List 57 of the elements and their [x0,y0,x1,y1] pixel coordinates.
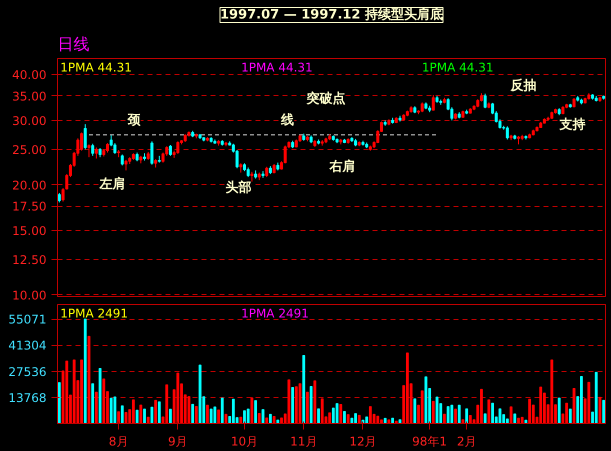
candlestick [124,159,128,171]
annotation: 1PMA 44.31 [241,60,313,74]
annotation: 反抽 [509,77,536,94]
candlestick [272,164,276,174]
candlestick [506,126,509,140]
candlestick [239,162,242,174]
y-tick-label: 10.00 [12,288,47,302]
y-tick-label: 25.00 [12,142,47,157]
candlestick [168,144,172,156]
candlestick [91,143,94,156]
candlestick [94,146,98,160]
chart-title: 1997.07 — 1997.12 持续型头肩底 [220,6,443,22]
candlestick [84,124,87,150]
candlestick [113,142,116,154]
candlestick [484,93,487,109]
annotation: 支持 [558,118,586,133]
candlestick [246,167,250,178]
candlestick [420,102,424,113]
annotation: 1PMA 2491 [60,306,128,320]
y-tick-label: 30.00 [12,114,47,128]
annotation: 线 [280,112,294,128]
annotation: 右肩 [328,158,356,174]
annotation: 颈 [126,112,142,128]
y-tick-label: 27536 [8,364,47,379]
y-tick-label: 15.00 [12,224,47,238]
candlestick [98,148,102,158]
annotation: 1PMA 44.31 [60,60,132,74]
annotation: 突破点 [306,90,346,106]
annotation: 头部 [225,180,252,196]
x-tick-label: 8月 [108,434,128,448]
x-tick-label: 10月 [230,434,258,448]
x-tick-label: 98年1 [412,434,448,448]
annotation: 1PMA 2491 [241,306,309,320]
candlestick [58,192,61,203]
y-tick-label: 41304 [8,338,47,353]
y-tick-label: 17.50 [12,200,47,214]
y-tick-label: 55071 [8,312,47,327]
y-tick-label: 13768 [8,390,47,405]
candlestick [87,144,90,158]
annotation: 1PMA 44.31 [422,60,494,74]
y-tick-label: 12.50 [12,252,47,267]
x-tick-label: 9月 [168,434,188,448]
y-tick-label: 35.00 [12,89,47,104]
y-tick-label: 40.00 [12,68,47,82]
candlestick [250,171,254,182]
x-tick-label: 2月 [456,434,476,448]
x-tick-label: 11月 [290,434,318,448]
candlestick [432,94,435,112]
chart-subtitle: 日线 [58,34,90,54]
x-tick-label: 12月 [349,434,377,448]
candlestick [120,154,124,166]
y-tick-label: 20.00 [12,178,47,192]
candlestick [265,166,268,178]
candlestick [106,142,110,154]
candlestick [176,140,180,154]
annotation: 左肩 [98,176,126,192]
candlestick [150,140,154,166]
